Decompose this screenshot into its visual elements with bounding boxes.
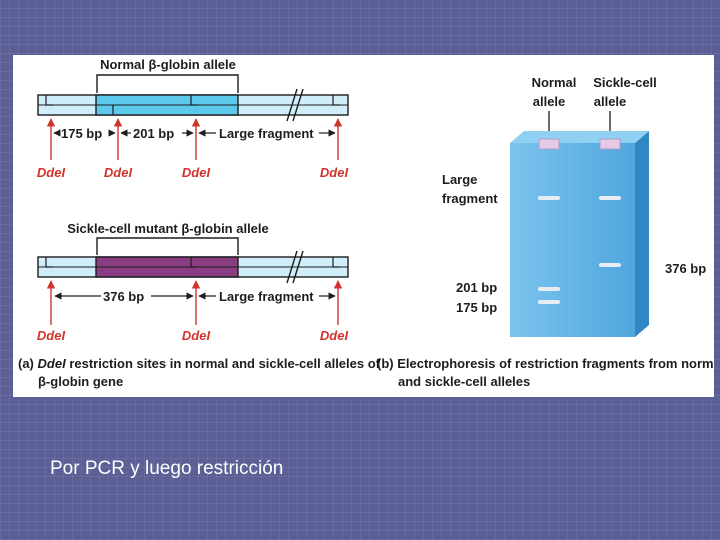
- band-normal-large: [538, 196, 560, 200]
- normal-fragment-large: Large fragment: [219, 126, 314, 141]
- ddei-site-label: DdeI: [37, 165, 66, 180]
- label-175-bp: 175 bp: [456, 300, 497, 315]
- gel-front: [510, 143, 635, 337]
- normal-fragment-175: 175 bp: [61, 126, 102, 141]
- slide-caption: Por PCR y luego restricción: [50, 458, 284, 479]
- caption-b-line2: and sickle-cell alleles: [398, 374, 530, 389]
- large-fragment-label-2: fragment: [442, 191, 498, 206]
- mutant-fragment-376: 376 bp: [103, 289, 144, 304]
- mutant-allele-diagram: Sickle-cell mutant β-globin allele 376 b…: [37, 220, 349, 343]
- label-201-bp: 201 bp: [456, 280, 497, 295]
- ddei-site-label: DdeI: [104, 165, 133, 180]
- well-normal: [538, 138, 560, 150]
- normal-allele-diagram: Normal β-globin allele 175 bp 201 bp Lar…: [37, 57, 349, 180]
- ddei-site-label: DdeI: [37, 328, 66, 343]
- gel-electrophoresis: Normal allele Sickle-cell allele Large f…: [442, 75, 706, 337]
- normal-allele-title: Normal β-globin allele: [100, 57, 236, 72]
- caption-b-line1: (b) Electrophoresis of restriction fragm…: [377, 356, 714, 371]
- caption-a-line2: β-globin gene: [38, 374, 123, 389]
- caption-a-line1: (a) DdeI restriction sites in normal and…: [18, 356, 381, 371]
- band-sickle-376: [599, 263, 621, 267]
- mutant-bracket: [96, 237, 239, 255]
- band-sickle-large: [599, 196, 621, 200]
- well-sickle: [599, 138, 621, 150]
- ddei-site-label: DdeI: [320, 165, 349, 180]
- lane-sickle-label-2: allele: [594, 94, 627, 109]
- band-normal-201: [538, 287, 560, 291]
- lane-sickle-label: Sickle-cell: [593, 75, 657, 90]
- lane-normal-label-2: allele: [533, 94, 566, 109]
- band-normal-175: [538, 300, 560, 304]
- mutant-fragment-large: Large fragment: [219, 289, 314, 304]
- gel-top-face: [510, 131, 649, 143]
- figure-svg: Normal β-globin allele 175 bp 201 bp Lar…: [18, 57, 714, 389]
- normal-bracket: [96, 74, 239, 93]
- large-fragment-label: Large: [442, 172, 477, 187]
- ddei-site-label: DdeI: [182, 165, 211, 180]
- normal-fragment-201: 201 bp: [133, 126, 174, 141]
- label-376-bp: 376 bp: [665, 261, 706, 276]
- ddei-site-label: DdeI: [182, 328, 211, 343]
- gel-side-face: [635, 131, 649, 337]
- figure-panel: Normal β-globin allele 175 bp 201 bp Lar…: [13, 55, 714, 397]
- lane-normal-label: Normal: [532, 75, 577, 90]
- mutant-allele-title: Sickle-cell mutant β-globin allele: [67, 221, 269, 236]
- ddei-site-label: DdeI: [320, 328, 349, 343]
